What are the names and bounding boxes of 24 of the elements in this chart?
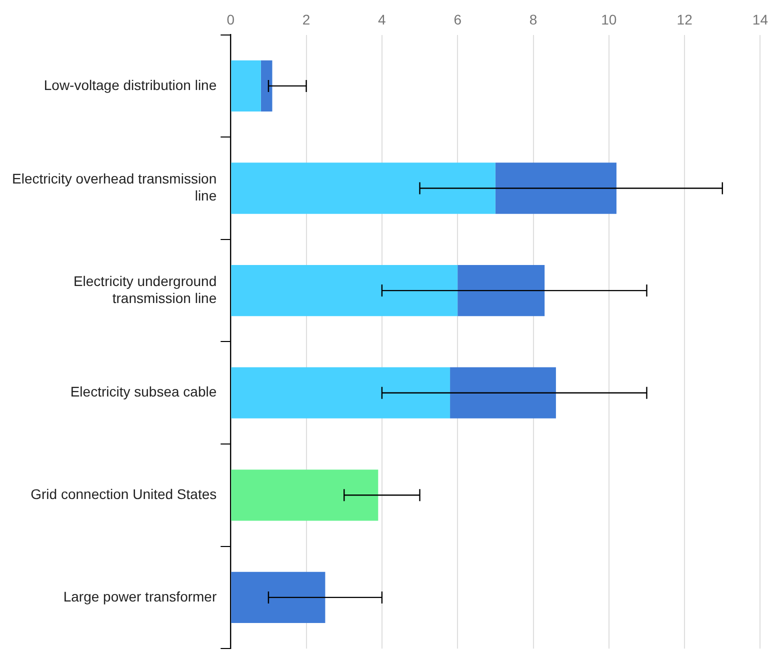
y-tick-label: Electricity overhead transmission line (12, 170, 217, 204)
y-tick-label: Electricity underground transmission line (73, 273, 217, 306)
bar (495, 162, 616, 214)
y-tick-label: Grid connection United States (30, 486, 217, 502)
y-tick-label: Large power transformer (63, 588, 217, 604)
bar (231, 162, 496, 214)
x-tick-label: 10 (601, 11, 617, 28)
bar (450, 367, 556, 418)
x-tick-label: 14 (752, 11, 768, 28)
x-tick-label: 6 (454, 11, 462, 28)
bar (231, 264, 458, 316)
y-tick-label: Low-voltage distribution line (44, 76, 217, 93)
x-tick-label: 8 (529, 11, 538, 28)
x-tick-label: 0 (226, 11, 235, 28)
bar (458, 264, 545, 316)
bar (231, 572, 326, 624)
bar (260, 60, 272, 112)
bar (231, 60, 261, 112)
x-tick-label: 12 (676, 11, 693, 28)
x-tick-label: 4 (378, 11, 386, 28)
x-tick-label: 2 (302, 11, 310, 28)
bar (231, 367, 450, 418)
bar (231, 470, 378, 521)
y-tick-label: Electricity subsea cable (70, 384, 217, 400)
